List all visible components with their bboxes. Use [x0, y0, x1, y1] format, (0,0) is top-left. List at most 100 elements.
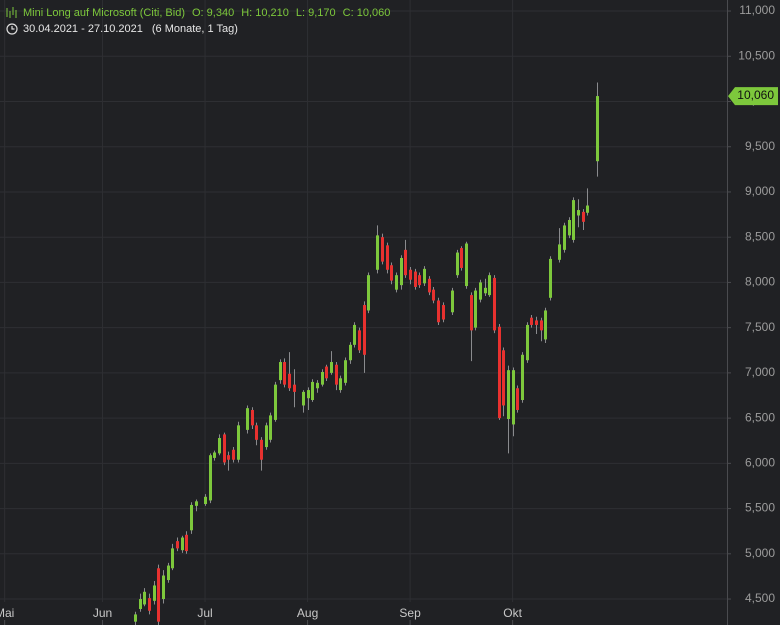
candle-body	[134, 614, 137, 622]
candle-body	[265, 425, 268, 448]
candle-body	[404, 249, 407, 276]
candle-body	[526, 324, 529, 361]
x-tick-label: Jul	[197, 606, 212, 620]
candle-body	[423, 268, 426, 284]
candle-body	[195, 501, 198, 506]
candle-body	[582, 211, 585, 222]
y-tick-label: 4,500	[745, 591, 775, 605]
candle-body	[507, 370, 510, 420]
candle-body	[162, 575, 165, 600]
candle-body	[418, 275, 421, 286]
clock-icon	[6, 23, 18, 35]
candle-body	[185, 534, 188, 552]
candle-body	[232, 449, 235, 460]
candle-body	[349, 344, 352, 361]
candle-body	[339, 378, 342, 391]
candle-body	[390, 265, 393, 281]
candle-body	[530, 317, 533, 325]
candle-body	[381, 237, 384, 262]
candle-body	[479, 282, 482, 300]
candle-body	[223, 434, 226, 463]
candle-body	[148, 598, 151, 611]
candle-body	[358, 330, 361, 351]
candle-body	[218, 438, 221, 454]
title: Mini Long auf Microsoft (Citi, Bid)	[23, 7, 185, 19]
candle-body	[209, 455, 212, 501]
candle-body	[432, 289, 435, 301]
candle-body	[274, 384, 277, 420]
last-price-label: 10,060	[737, 88, 774, 102]
candle-body	[293, 384, 296, 392]
candle-body	[279, 362, 282, 381]
candle-body	[316, 382, 319, 389]
candle-body	[325, 366, 328, 379]
candle-body	[237, 425, 240, 460]
y-tick-label: 6,000	[745, 456, 775, 470]
candle-body	[460, 248, 463, 268]
header-low: L: 9,170	[296, 7, 336, 19]
header-open: O: 9,340	[192, 7, 234, 19]
y-tick-label: 8,500	[745, 229, 775, 243]
candle-body	[428, 278, 431, 293]
candle-body	[498, 326, 501, 419]
x-tick-label: Okt	[503, 606, 522, 620]
candle-body	[251, 409, 254, 426]
candle-body	[227, 455, 230, 460]
y-tick-label: 10,500	[738, 48, 775, 62]
chart-icon	[6, 7, 17, 18]
candle-body	[143, 591, 146, 605]
candle-body	[563, 225, 566, 250]
candle-body	[311, 381, 314, 401]
y-tick-label: 11,000	[739, 3, 775, 17]
candle-body	[376, 235, 379, 270]
candle-body	[493, 277, 496, 331]
candle-body	[335, 364, 338, 385]
candle-body	[535, 320, 538, 325]
y-axis: 4,500 5,000 5,500 6,000 6,500 7,000 7,500 8,000…	[727, 3, 778, 605]
candle-body	[586, 205, 589, 213]
y-tick-label: 8,000	[745, 275, 775, 289]
candle-body	[190, 504, 193, 531]
candle-body	[577, 210, 580, 216]
candle-body	[484, 287, 487, 294]
candle-body	[307, 390, 310, 399]
candle-body	[400, 257, 403, 286]
candle-body	[283, 362, 286, 385]
candle-body	[544, 310, 547, 340]
candle-body	[395, 275, 398, 290]
candle-body	[204, 496, 207, 505]
candle-body	[330, 362, 333, 373]
header-high: H: 10,210	[241, 7, 289, 19]
candle-body	[465, 243, 468, 287]
candle-body	[437, 300, 440, 323]
candles	[134, 82, 599, 625]
candle-body	[363, 305, 366, 355]
header-close: C: 10,060	[343, 7, 391, 19]
candle-body	[488, 275, 491, 296]
candle-body	[213, 452, 216, 458]
y-tick-label: 7,500	[745, 320, 775, 334]
candle-body	[157, 568, 160, 622]
y-tick-label: 5,500	[745, 501, 775, 515]
y-tick-label: 6,500	[745, 410, 775, 424]
candle-body	[321, 371, 324, 385]
candle-body	[176, 541, 179, 549]
y-tick-label: 9,500	[745, 139, 775, 153]
candle-body	[414, 271, 417, 287]
candle-body	[470, 295, 473, 331]
date-range: 30.04.2021 - 27.10.2021	[23, 23, 143, 35]
y-tick-label: 7,000	[745, 365, 775, 379]
period: (6 Monate, 1 Tag)	[152, 23, 238, 35]
candle-body	[568, 220, 571, 236]
candle-body	[302, 391, 305, 406]
candle-body	[153, 585, 156, 601]
candle-body	[246, 408, 249, 430]
candle-body	[139, 599, 142, 609]
candle-body	[171, 548, 174, 569]
candle-body	[260, 439, 263, 460]
y-tick-label: 9,000	[745, 184, 775, 198]
candle-body	[572, 200, 575, 240]
